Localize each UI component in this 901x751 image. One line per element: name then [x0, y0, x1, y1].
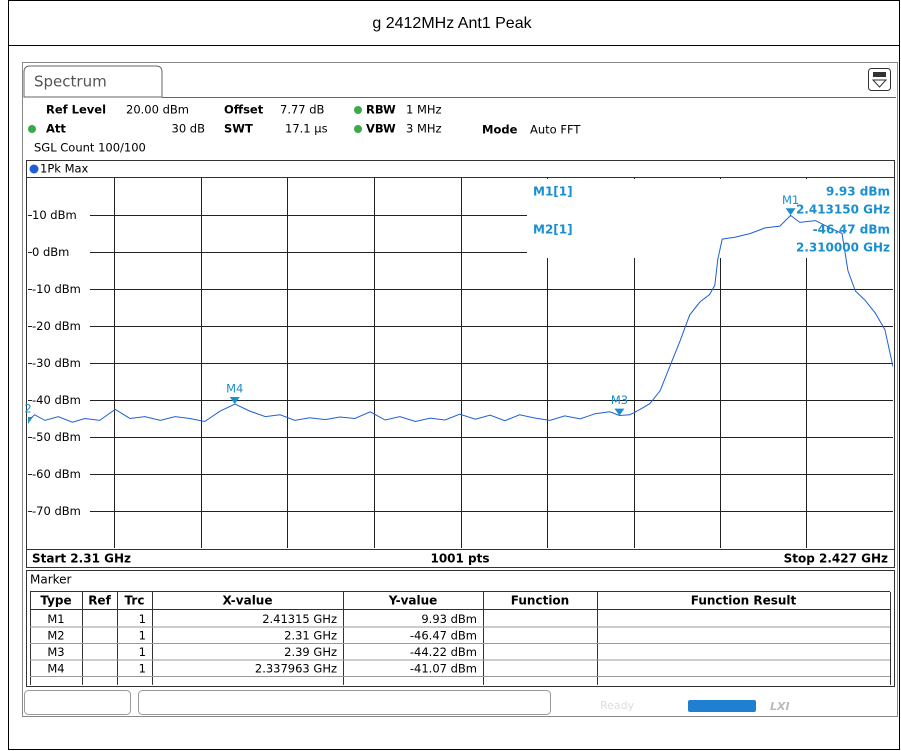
menu-icon [871, 79, 888, 88]
marker-label: M4 [226, 381, 243, 395]
tab-label[interactable]: Spectrum [34, 73, 107, 91]
setting-value: 30 dB [172, 122, 206, 136]
setting-label: Att [46, 122, 66, 136]
marker-info-level: 9.93 dBm [826, 185, 890, 199]
y-tick-label: -40 dBm [32, 393, 81, 407]
setting-value: 20.00 dBm [126, 103, 189, 117]
plot: 10 dBm 0 dBm -10 dBm -20 dBm -30 dBm -40 dBm -… [24, 178, 893, 548]
table-cell: -44.22 dBm [410, 645, 477, 659]
trace [28, 214, 893, 423]
y-tick-label: -10 dBm [32, 282, 81, 296]
marker-info-freq: 2.310000 GHz [796, 241, 890, 255]
table-header: Y-value [388, 594, 438, 608]
page-title: g 2412MHz Ant1 Peak [372, 15, 532, 32]
status-text: Ready [600, 699, 635, 712]
marker-label: M3 [611, 393, 628, 407]
y-tick-label: -20 dBm [32, 319, 81, 333]
y-tick-label: -30 dBm [32, 356, 81, 370]
marker-info-level: -46.47 dBm [813, 223, 890, 237]
marker-info-freq: 2.413150 GHz [796, 203, 890, 217]
status-box [138, 690, 551, 715]
table-cell: 2.39 GHz [284, 645, 337, 659]
table-cell: M4 [47, 661, 64, 675]
setting-value: 7.77 dB [280, 103, 325, 117]
marker-label: M1 [782, 193, 799, 207]
status-box [24, 690, 131, 715]
table-cell: -46.47 dBm [410, 628, 477, 642]
center-label: 1001 pts [430, 552, 489, 566]
table-cell: 1 [139, 612, 146, 626]
marker-info-name: M2[1] [533, 223, 573, 237]
trace-indicator [29, 164, 39, 174]
marker-table-frame [26, 570, 895, 687]
table-cell: 1 [139, 661, 146, 675]
trace-label: 1Pk Max [40, 162, 89, 176]
marker-table-title: Marker [30, 573, 72, 587]
table-header: Type [40, 594, 71, 608]
y-tick-label: -60 dBm [32, 467, 81, 481]
status-dot [28, 125, 36, 133]
start-label: Start 2.31 GHz [32, 552, 131, 566]
stop-label: Stop 2.427 GHz [784, 552, 888, 566]
setting-value: 17.1 µs [285, 122, 328, 136]
setting-value: 1 MHz [406, 103, 442, 117]
marker-triangle [614, 408, 625, 416]
status-dot [354, 125, 362, 133]
marker-triangle [785, 208, 796, 216]
sgl-count: SGL Count 100/100 [34, 141, 146, 155]
table-header: Ref [88, 594, 111, 608]
table-header: Function Result [691, 594, 797, 608]
table-cell: -41.07 dBm [410, 661, 477, 675]
table-cell: 9.93 dBm [421, 612, 477, 626]
table-header: Trc [125, 594, 145, 608]
y-tick-label: -50 dBm [32, 430, 81, 444]
table-cell: 1 [139, 628, 146, 642]
table-cell: 1 [139, 645, 146, 659]
marker-triangle [28, 416, 33, 424]
setting-value: Auto FFT [530, 123, 581, 137]
cell-border [8, 0, 900, 750]
setting-label: Mode [482, 123, 518, 137]
table-cell: M1 [47, 612, 64, 626]
table-header: Function [511, 594, 569, 608]
table-cell: 2.41315 GHz [262, 612, 337, 626]
progress-bar [688, 700, 756, 712]
y-tick-label: 10 dBm [32, 208, 77, 222]
status-dot [354, 106, 362, 114]
marker-info-name: M1[1] [533, 185, 573, 199]
table-cell: 2.31 GHz [284, 628, 337, 642]
setting-label: RBW [366, 103, 396, 117]
marker-info-box [527, 179, 893, 258]
marker-triangle [229, 396, 240, 404]
setting-label: Ref Level [46, 103, 106, 117]
table-header: X-value [223, 594, 273, 608]
table-cell: M2 [47, 628, 64, 642]
marker-label: 2 [24, 401, 31, 415]
setting-value: 3 MHz [406, 122, 442, 136]
marker-table: Type Ref Trc X-value Y-value Function Function… [30, 591, 891, 685]
setting-label: SWT [224, 122, 253, 136]
menu-icon-bar [873, 72, 886, 77]
y-tick-label: -70 dBm [32, 504, 81, 518]
setting-label: VBW [366, 122, 396, 136]
table-cell: 2.337963 GHz [255, 661, 337, 675]
tab[interactable] [23, 65, 163, 98]
table-cell: M3 [47, 645, 64, 659]
lxi-logo: LXI [770, 700, 790, 713]
setting-label: Offset [224, 103, 264, 117]
y-tick-label: 0 dBm [32, 245, 69, 259]
